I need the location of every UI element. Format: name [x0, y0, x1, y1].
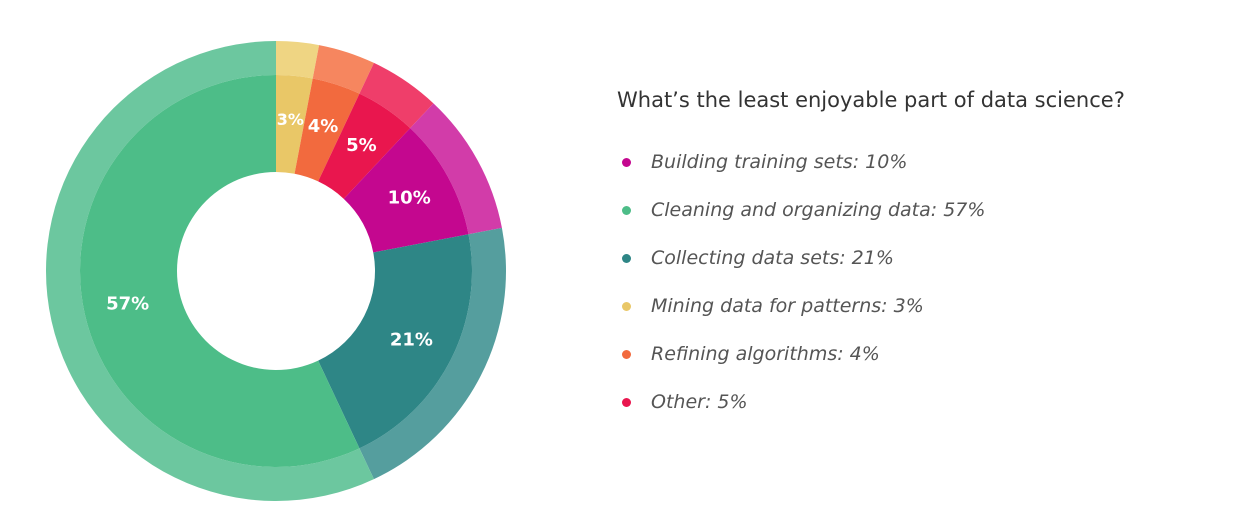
- legend-label: Cleaning and organizing data: 57%: [651, 199, 986, 221]
- legend-item-other: Other: 5%: [617, 378, 1232, 426]
- legend-dot-icon: [622, 205, 631, 215]
- legend-dot-icon: [622, 253, 631, 263]
- data-label-cleaning-and-organizing-data: 57%: [106, 294, 149, 315]
- donut-chart: 3% 4% 5% 10% 21% 57%: [45, 41, 506, 501]
- chart-title: What’s the least enjoyable part of data …: [617, 88, 1125, 112]
- pie-slice-other: [318, 93, 411, 199]
- pie-slice-collecting-data-sets: [318, 234, 472, 449]
- pie-slice-refining-algorithms: [294, 78, 360, 182]
- pie-slice-cleaning-and-organizing-data: [79, 75, 360, 467]
- outer-ring-slice-mining-data-for-patterns: [276, 41, 320, 79]
- chart-legend: What’s the least enjoyable part of data …: [617, 88, 1232, 426]
- data-label-mining-data-for-patterns: 3%: [277, 110, 304, 129]
- legend-dot-icon: [622, 349, 631, 359]
- data-label-refining-algorithms: 4%: [308, 116, 339, 137]
- pie-slice-mining-data-for-patterns: [276, 75, 313, 174]
- data-label-building-training-sets: 10%: [388, 187, 431, 208]
- legend-item-building-training-sets: Building training sets: 10%: [617, 138, 1232, 186]
- legend-label: Mining data for patterns: 3%: [651, 295, 924, 317]
- legend-label: Collecting data sets: 21%: [651, 247, 894, 269]
- legend-item-cleaning-and-organizing-data: Cleaning and organizing data: 57%: [617, 186, 1232, 234]
- legend-item-refining-algorithms: Refining algorithms: 4%: [617, 330, 1232, 378]
- legend-dot-icon: [622, 301, 631, 311]
- outer-ring-slice-building-training-sets: [410, 103, 502, 235]
- outer-ring-slice-collecting-data-sets: [359, 227, 506, 480]
- pie-slice-building-training-sets: [343, 128, 469, 253]
- data-label-other: 5%: [346, 135, 377, 156]
- outer-ring-slice-refining-algorithms: [312, 45, 374, 94]
- legend-label: Refining algorithms: 4%: [651, 343, 880, 365]
- legend-dot-icon: [622, 157, 631, 167]
- legend-item-mining-data-for-patterns: Mining data for patterns: 3%: [617, 282, 1232, 330]
- legend-label: Other: 5%: [651, 391, 748, 413]
- data-label-collecting-data-sets: 21%: [390, 330, 433, 351]
- outer-ring-slice-other: [359, 62, 434, 129]
- legend-dot-icon: [622, 397, 631, 407]
- legend-list: Building training sets: 10% Cleaning and …: [617, 138, 1232, 426]
- legend-item-collecting-data-sets: Collecting data sets: 21%: [617, 234, 1232, 282]
- legend-label: Building training sets: 10%: [651, 151, 908, 173]
